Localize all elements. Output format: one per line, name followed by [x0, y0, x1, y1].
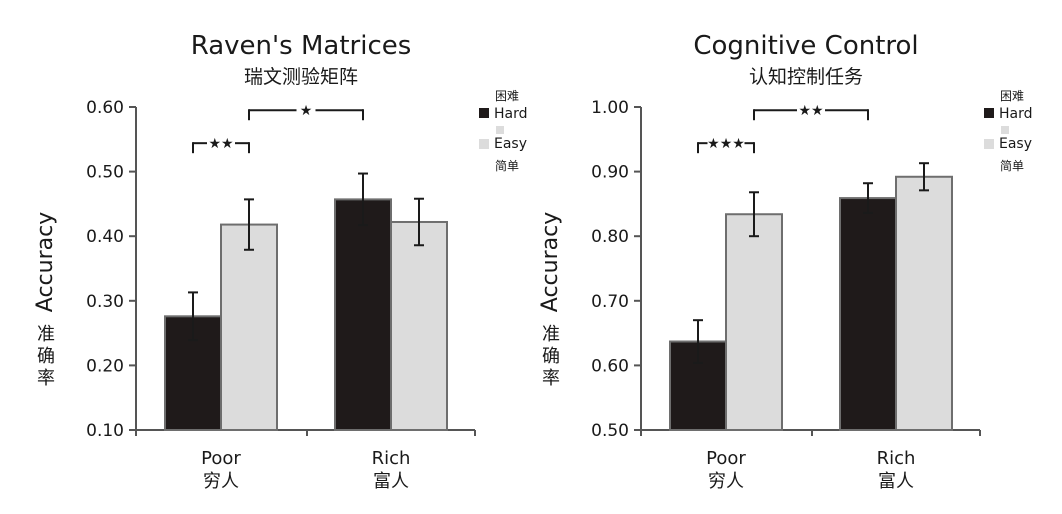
significance-stars: ★★	[798, 103, 823, 119]
significance-stars: ★	[300, 103, 313, 119]
y-axis-label-cn: 准确率	[542, 324, 560, 389]
legend-easy-label-cn: 简单	[495, 159, 519, 173]
y-tick-label: 0.20	[86, 356, 124, 376]
legend-easy-label: Easy	[999, 136, 1032, 152]
legend-easy-label-cn: 简单	[1000, 159, 1024, 173]
y-axis-label-cn: 准确率	[37, 324, 55, 389]
bar-hard-rich	[334, 198, 392, 431]
legend-easy-swatch	[984, 139, 994, 149]
bar-easy-rich	[895, 175, 953, 431]
x-category-label-cn: 富人	[878, 471, 914, 492]
significance-stars: ★★	[208, 136, 233, 152]
y-tick-label: 0.60	[86, 98, 124, 118]
legend: 困难 Hard Easy 简单	[984, 89, 1033, 173]
chart-title: Cognitive Control	[693, 31, 918, 61]
legend-easy-marker	[496, 126, 504, 134]
y-axis-label-cn-text: 准确率	[542, 324, 560, 389]
y-tick-label: 0.90	[591, 163, 629, 183]
x-category-label-cn: 穷人	[203, 471, 239, 492]
legend-hard-label-cn: 困难	[1000, 89, 1024, 103]
x-category-label: Poor	[201, 448, 241, 469]
bar-easy-poor	[725, 213, 783, 431]
chart-subtitle: 认知控制任务	[749, 66, 863, 88]
legend-hard-label-cn: 困难	[495, 89, 519, 103]
y-tick-label: 1.00	[591, 98, 629, 118]
plot-area: 1.000.900.800.700.600.50Poor穷人Rich富人★★★★…	[591, 98, 981, 492]
legend-hard-label: Hard	[494, 106, 528, 122]
bar-easy-poor	[220, 223, 278, 431]
x-category-label-cn: 穷人	[708, 471, 744, 492]
bar-easy-rich	[390, 220, 448, 431]
y-tick-label: 0.50	[86, 163, 124, 183]
legend-easy-marker	[1001, 126, 1009, 134]
x-category-label: Rich	[877, 448, 916, 469]
chart-cognitive-control: Cognitive Control 认知控制任务 Accuracy 准确率 1.…	[538, 31, 1033, 492]
bar-hard-rich	[839, 197, 897, 431]
y-tick-label: 0.70	[591, 292, 629, 312]
y-tick-label: 0.30	[86, 292, 124, 312]
y-tick-label: 0.50	[591, 421, 629, 441]
y-axis-label: Accuracy	[33, 212, 58, 312]
x-category-label: Poor	[706, 448, 746, 469]
chart-title: Raven's Matrices	[191, 31, 412, 61]
x-category-label-cn: 富人	[373, 471, 409, 492]
legend: 困难 Hard Easy 简单	[479, 89, 528, 173]
y-axis-label: Accuracy	[538, 212, 563, 312]
legend-easy-swatch	[479, 139, 489, 149]
legend-hard-swatch	[984, 108, 994, 118]
legend-hard-swatch	[479, 108, 489, 118]
chart-subtitle: 瑞文测验矩阵	[244, 66, 358, 88]
y-axis-label-cn-text: 准确率	[37, 324, 55, 389]
y-tick-label: 0.60	[591, 356, 629, 376]
y-tick-label: 0.10	[86, 421, 124, 441]
chart-ravens-matrices: Raven's Matrices 瑞文测验矩阵 Accuracy 准确率 0.6…	[33, 31, 528, 492]
legend-easy-label: Easy	[494, 136, 527, 152]
y-tick-label: 0.40	[86, 227, 124, 247]
significance-stars: ★★★	[707, 136, 745, 152]
y-tick-label: 0.80	[591, 227, 629, 247]
x-category-label: Rich	[372, 448, 411, 469]
legend-hard-label: Hard	[999, 106, 1033, 122]
